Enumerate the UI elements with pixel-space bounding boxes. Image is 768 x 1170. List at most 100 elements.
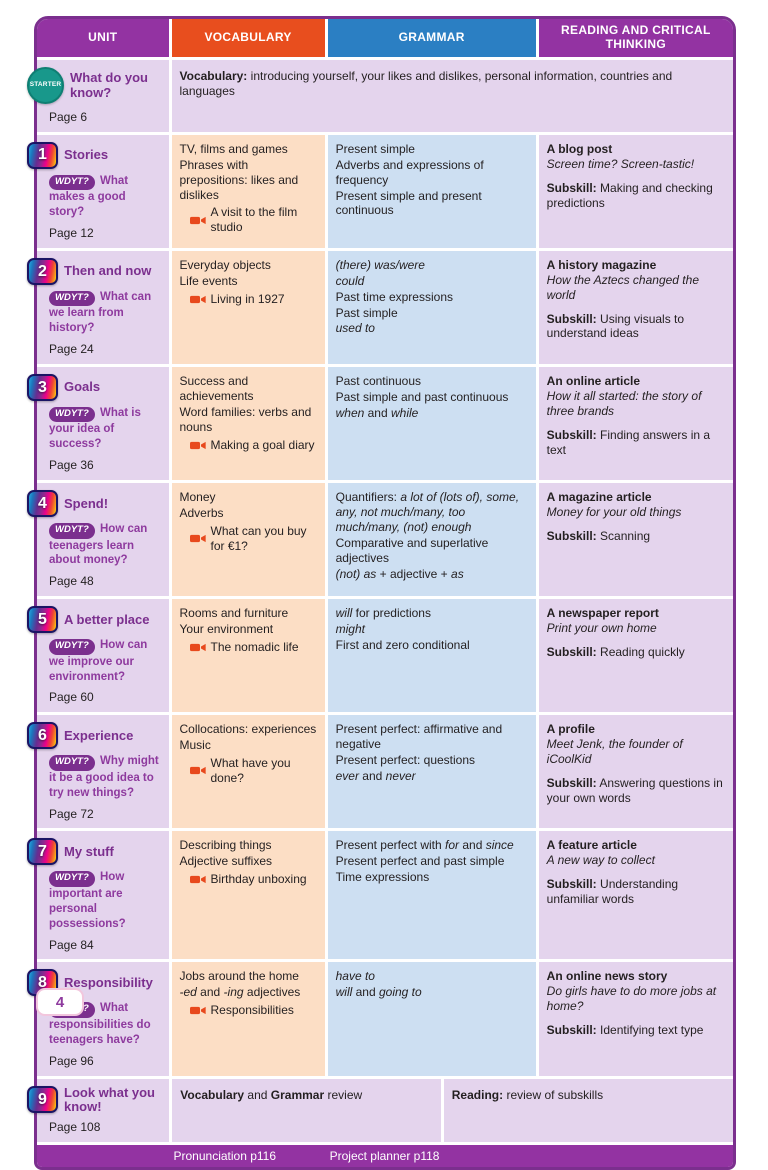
subskill: Subskill: Understanding unfamiliar words [546,877,679,907]
grammar-lines: Quantifiers: a lot of (lots of), some, a… [336,490,528,581]
reading-review-cell: Reading: review of subskills [443,1078,733,1143]
wdyt-badge: WDYT? [49,755,95,771]
unit-head: 2 Then and now [27,257,161,285]
reading-subtitle: How the Aztecs changed the world [546,272,699,302]
wdyt-badge: WDYT? [49,174,95,191]
video-camera-icon [189,533,206,544]
unit-title: Then and now [64,263,152,279]
unit-row: 3 Goals WDYT? What is your idea of succe… [27,367,733,481]
reading-subtitle: Money for your old things [546,505,682,520]
text-line: (not) as + adjective + as [335,566,464,581]
wdyt-badge: WDYT? [49,407,95,423]
unit-title: Stories [64,147,109,163]
reading-cell: An online article How it all started: th… [538,367,733,481]
unit-number-badge: 7 [27,838,58,866]
starter-head: STARTER What do you know? [27,67,161,104]
reading-cell: A feature article A new way to collect S… [538,831,733,960]
text-line: could [335,273,365,288]
unit-head: 5 A better place [27,606,161,634]
unit-page: Page 72 [49,806,94,821]
grammar-lines: will for predictions might First and zero … [336,606,528,653]
unit-row: 6 Experience WDYT? Why might it be a goo… [27,715,733,829]
vocabulary-lines: Describing things Adjective suffixes [180,838,317,869]
unit-question: WDYT? What can we learn from history? [49,290,161,336]
video-camera-icon [189,1005,206,1016]
text-line: Past continuous [335,374,421,389]
reading-subtitle: A new way to collect [546,853,655,868]
unit-number-badge: 2 [27,257,58,285]
unit-page: Page 60 [49,690,94,705]
unit-cell: 1 Stories WDYT? What makes a good story?… [27,134,169,248]
unit-row: 2 Then and now WDYT? What can we learn f… [27,250,733,365]
video-camera-icon [189,765,206,776]
text-line: -ed and -ing adjectives [179,985,301,1000]
unit-question: WDYT? Why might it be a good idea to try… [49,754,161,800]
text-line: Present simple [335,141,415,156]
video-title: Making a goal diary [210,437,315,452]
grammar-cell: Past continuous Past simple and past cont… [327,367,536,481]
starter-unit-cell: STARTER What do you know? Page 6 [27,60,169,132]
project-planner-ref: Project planner p118 [329,1149,440,1164]
text-line: Quantifiers: a lot of (lots of), some, a… [335,490,520,534]
text-line: Your environment [179,622,274,637]
text-line: Phrases with prepositions: likes and dis… [179,157,299,202]
subskill: Subskill: Identifying text type [546,1023,704,1038]
unit-number-badge: 9 [27,1086,58,1114]
text-line: when and while [335,405,419,420]
grammar-lines: (there) was/were could Past time expressio… [336,258,528,336]
unit-question-text: What can we learn from history? [49,290,152,335]
video-title: A visit to the film studio [210,205,298,235]
text-line: TV, films and games [179,141,288,156]
table-header: UNIT VOCABULARY GRAMMAR READING AND CRIT… [37,19,733,57]
unit-page: Page 48 [49,574,94,589]
unit-row: 5 A better place WDYT? How can we improv… [27,599,733,713]
text-line: Everyday objects [179,257,271,272]
reading-cell: An online news story Do girls have to do… [538,962,733,1076]
video-camera-icon [189,294,206,305]
vocabulary-cell: Collocations: experiences Music What have… [171,715,325,829]
text-line: Music [179,738,211,753]
text-line: Comparative and superlative adjectives [335,535,489,565]
reading-subtitle: Screen time? Screen-tastic! [546,156,695,171]
unit9-row: 9 Look what you know! Page 108 Vocabular… [27,1078,733,1143]
unit-cell: 5 A better place WDYT? How can we improv… [27,599,169,713]
unit-title: Experience [64,727,134,743]
unit-question: WDYT? What is your idea of success? [49,406,161,452]
unit-page: Page 84 [49,937,94,952]
video-title: Birthday unboxing [210,872,307,887]
text-line: Adverbs and expressions of frequency [335,157,484,187]
unit-cell: 4 Spend! WDYT? How can teenagers learn a… [27,483,169,597]
video-title: Living in 1927 [210,291,285,306]
unit-question: WDYT? How can we improve our environment… [49,638,161,684]
reading-cell: A newspaper report Print your own home S… [538,599,733,713]
text-line: Jobs around the home [179,969,299,984]
text-line: Present perfect with for and since [335,838,514,853]
unit-row: 4 Spend! WDYT? How can teenagers learn a… [27,483,733,597]
starter-title: What do you know? [70,70,148,100]
grammar-cell: have to will and going to [327,962,536,1076]
grammar-lines: have to will and going to [336,969,528,1000]
subskill: Subskill: Reading quickly [546,645,685,659]
unit-head: 6 Experience [27,722,161,750]
video-camera-icon [189,440,206,451]
header-grammar: GRAMMAR [327,19,536,57]
unit-title: My stuff [64,843,114,859]
video-title: Responsibilities [210,1003,294,1018]
text-line: Present perfect: questions [335,753,476,768]
starter-row: STARTER What do you know? Page 6 Vocabul… [27,60,733,132]
text-line: Life events [179,273,238,288]
text-line: Adjective suffixes [179,854,273,869]
grammar-lines: Present perfect with for and since Presen… [336,838,528,885]
unit-number-badge: 3 [27,374,58,402]
reading-cell: A blog post Screen time? Screen-tastic! … [538,134,733,248]
video-line: Living in 1927 [189,291,317,307]
wdyt-badge: WDYT? [49,871,95,887]
page-number-label: 4 [55,993,65,1011]
video-line: The nomadic life [189,640,317,655]
unit-head: 7 My stuff [27,838,161,866]
unit-question: WDYT? What makes a good story? [49,174,161,220]
video-line: A visit to the film studio [189,205,317,235]
video-line: What can you buy for €1? [189,524,317,554]
vocabulary-lines: Rooms and furniture Your environment [180,606,317,637]
unit-row: 1 Stories WDYT? What makes a good story?… [27,134,733,248]
